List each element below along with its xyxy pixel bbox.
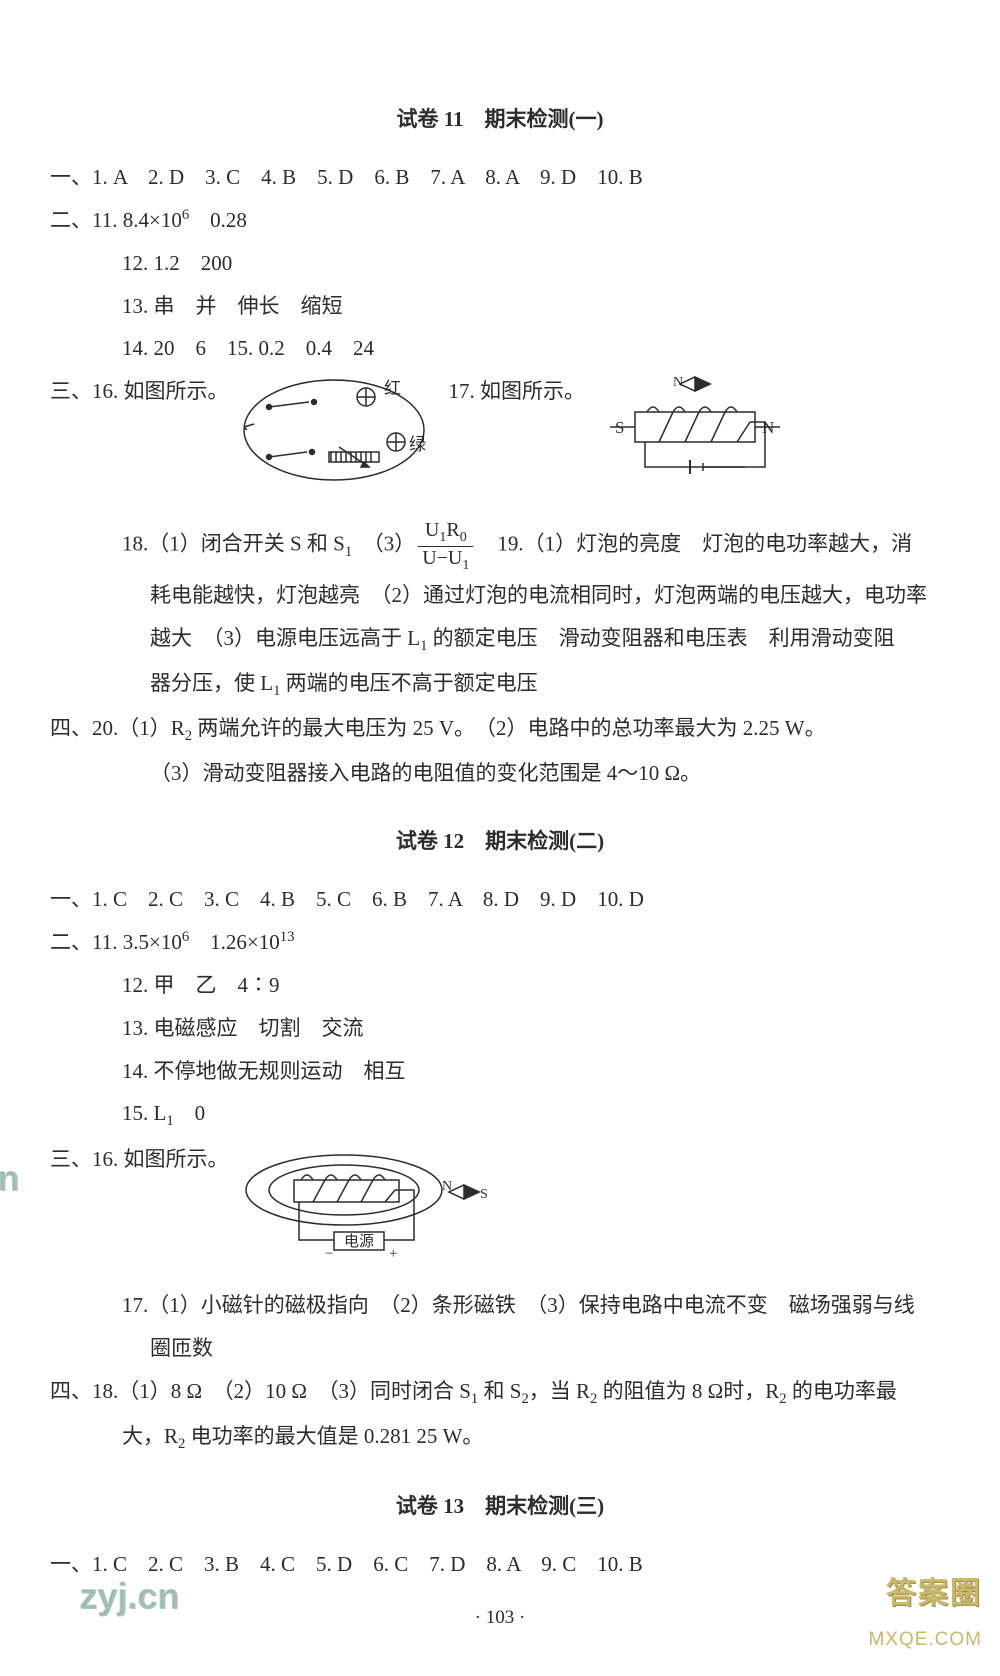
- t: 18.（1）闭合开关 S 和 S: [122, 532, 345, 556]
- s12-q1-10: 一、1. C 2. C 3. C 4. B 5. C 6. B 7. A 8. …: [50, 880, 950, 920]
- s13-q1-10: 一、1. C 2. C 3. B 4. C 5. D 6. C 7. D 8. …: [50, 1545, 950, 1585]
- t: 0: [460, 530, 467, 545]
- t: 2: [185, 728, 192, 744]
- wm-line1: 答案圈: [868, 1565, 982, 1622]
- t: 大，R: [122, 1424, 178, 1448]
- t: U−U: [422, 547, 462, 569]
- t: 两端允许的最大电压为 25 V。 （2）电路中的总功率最大为 2.25 W。: [192, 716, 825, 740]
- t: 四、20.（1）R: [50, 716, 185, 740]
- t: U: [425, 519, 439, 541]
- t: 0: [174, 1101, 206, 1125]
- t: 2: [521, 1391, 528, 1407]
- s11-q18-l2: 耗电能越快，灯泡越亮 （2）通过灯泡的电流相同时，灯泡两端的电压越大，电功率: [50, 576, 950, 616]
- s11-q18-l3: 越大 （3）电源电压远高于 L1 的额定电压 滑动变阻器和电压表 利用滑动变阻: [50, 619, 950, 661]
- t: 的电功率最: [787, 1379, 897, 1403]
- section-13-title: 试卷 13 期末检测(三): [50, 1487, 950, 1527]
- circuit-diagram-11-16: 红 绿: [239, 372, 429, 501]
- t: 1: [166, 1114, 173, 1130]
- s12-q11: 二、11. 3.5×106 1.26×1013: [50, 923, 950, 963]
- t: 1.26×10: [189, 930, 280, 954]
- s11-q20-l2: （3）滑动变阻器接入电路的电阻值的变化范围是 4～10 Ω。: [50, 754, 950, 794]
- watermark-zy-icon: zyj.cn: [0, 1145, 20, 1213]
- s12-q16-label: 三、16. 如图所示。: [50, 1140, 229, 1180]
- s12-q18-l2: 大，R2 电功率的最大值是 0.281 25 W。: [50, 1417, 950, 1459]
- t: R: [446, 519, 459, 541]
- s12-q15: 15. L1 0: [50, 1094, 950, 1136]
- document-page: 试卷 11 期末检测(一) 一、1. A 2. D 3. C 4. B 5. D…: [0, 0, 1000, 1676]
- section-11-title: 试卷 11 期末检测(一): [50, 100, 950, 140]
- s11-q18-l4: 器分压，使 L1 两端的电压不高于额定电压: [50, 664, 950, 706]
- s11-q13: 13. 串 并 伸长 缩短: [50, 287, 950, 327]
- svg-text:+: +: [389, 1246, 397, 1262]
- t: 器分压，使 L: [150, 671, 273, 695]
- svg-text:N: N: [442, 1179, 452, 1194]
- svg-text:S: S: [711, 377, 719, 392]
- s11-q14: 14. 20 6 15. 0.2 0.4 24: [50, 329, 950, 369]
- t: 两端的电压不高于额定电压: [280, 671, 537, 695]
- s12-q17-l2: 圈匝数: [50, 1329, 950, 1369]
- t: 19.（1）灯泡的亮度 灯泡的电功率越大，消: [476, 532, 912, 556]
- t: 四、18.（1）8 Ω （2）10 Ω （3）同时闭合 S: [50, 1379, 471, 1403]
- s11-q11-rest: 0.28: [189, 208, 247, 232]
- svg-text:N: N: [673, 375, 683, 390]
- t: （3）: [352, 532, 415, 556]
- svg-text:S: S: [615, 418, 624, 437]
- svg-text:红: 红: [384, 379, 401, 398]
- watermark-bottom-right: 答案圈 MXQE.COM: [868, 1565, 982, 1658]
- s12-q12: 12. 甲 乙 4∶9: [50, 966, 950, 1006]
- t: ，当 R: [529, 1379, 590, 1403]
- wm-line2: MXQE.COM: [868, 1622, 982, 1658]
- t: 二、11. 3.5×10: [50, 930, 182, 954]
- t: 13: [280, 929, 295, 945]
- electromagnet-diagram-12-16: 电源 − + N S: [239, 1140, 499, 1284]
- page-number: · 103 ·: [50, 1600, 950, 1636]
- svg-text:−: −: [325, 1246, 333, 1262]
- t: 的额定电压 滑动变阻器和电压表 利用滑动变阻: [427, 626, 894, 650]
- s11-q20-l1: 四、20.（1）R2 两端允许的最大电压为 25 V。 （2）电路中的总功率最大…: [50, 709, 950, 751]
- s11-q16-17-row: 三、16. 如图所示。: [50, 372, 950, 516]
- svg-text:绿: 绿: [409, 435, 426, 454]
- s11-q12: 12. 1.2 200: [50, 244, 950, 284]
- s12-q13: 13. 电磁感应 切割 交流: [50, 1009, 950, 1049]
- section-12-title: 试卷 12 期末检测(二): [50, 822, 950, 862]
- t: 和 S: [478, 1379, 521, 1403]
- t: 一、1. C 2. C 3. B 4. C 5. D 6. C 7. D 8. …: [50, 1552, 643, 1576]
- t: 的阻值为 8 Ω时，R: [597, 1379, 779, 1403]
- s11-q1-10: 一、1. A 2. D 3. C 4. B 5. D 6. B 7. A 8. …: [50, 158, 950, 198]
- svg-text:电源: 电源: [344, 1233, 374, 1250]
- s11-q18-l1: 18.（1）闭合开关 S 和 S1 （3）U1R0U−U1 19.（1）灯泡的亮…: [50, 519, 950, 573]
- t: 电功率的最大值是 0.281 25 W。: [185, 1424, 483, 1448]
- t: 1: [462, 558, 469, 573]
- t: 越大 （3）电源电压远高于 L: [150, 626, 420, 650]
- s11-q11-prefix: 二、11. 8.4×10: [50, 208, 182, 232]
- svg-text:S: S: [480, 1187, 488, 1202]
- s11-q11: 二、11. 8.4×106 0.28: [50, 201, 950, 241]
- electromagnet-diagram-11-17: S N N S: [595, 372, 795, 516]
- s12-q16-row: 三、16. 如图所示。 电源 − + N S: [50, 1140, 950, 1284]
- s12-q14: 14. 不停地做无规则运动 相互: [50, 1052, 950, 1092]
- s11-q16-label: 三、16. 如图所示。: [50, 372, 229, 412]
- svg-text:N: N: [762, 418, 774, 437]
- fraction: U1R0U−U1: [418, 519, 473, 573]
- t: 15. L: [122, 1101, 166, 1125]
- s12-q18-l1: 四、18.（1）8 Ω （2）10 Ω （3）同时闭合 S1 和 S2，当 R2…: [50, 1372, 950, 1414]
- s11-q17-label: 17. 如图所示。: [449, 372, 586, 412]
- s12-q17-l1: 17.（1）小磁针的磁极指向 （2）条形磁铁 （3）保持电路中电流不变 磁场强弱…: [50, 1286, 950, 1326]
- t: 2: [779, 1391, 786, 1407]
